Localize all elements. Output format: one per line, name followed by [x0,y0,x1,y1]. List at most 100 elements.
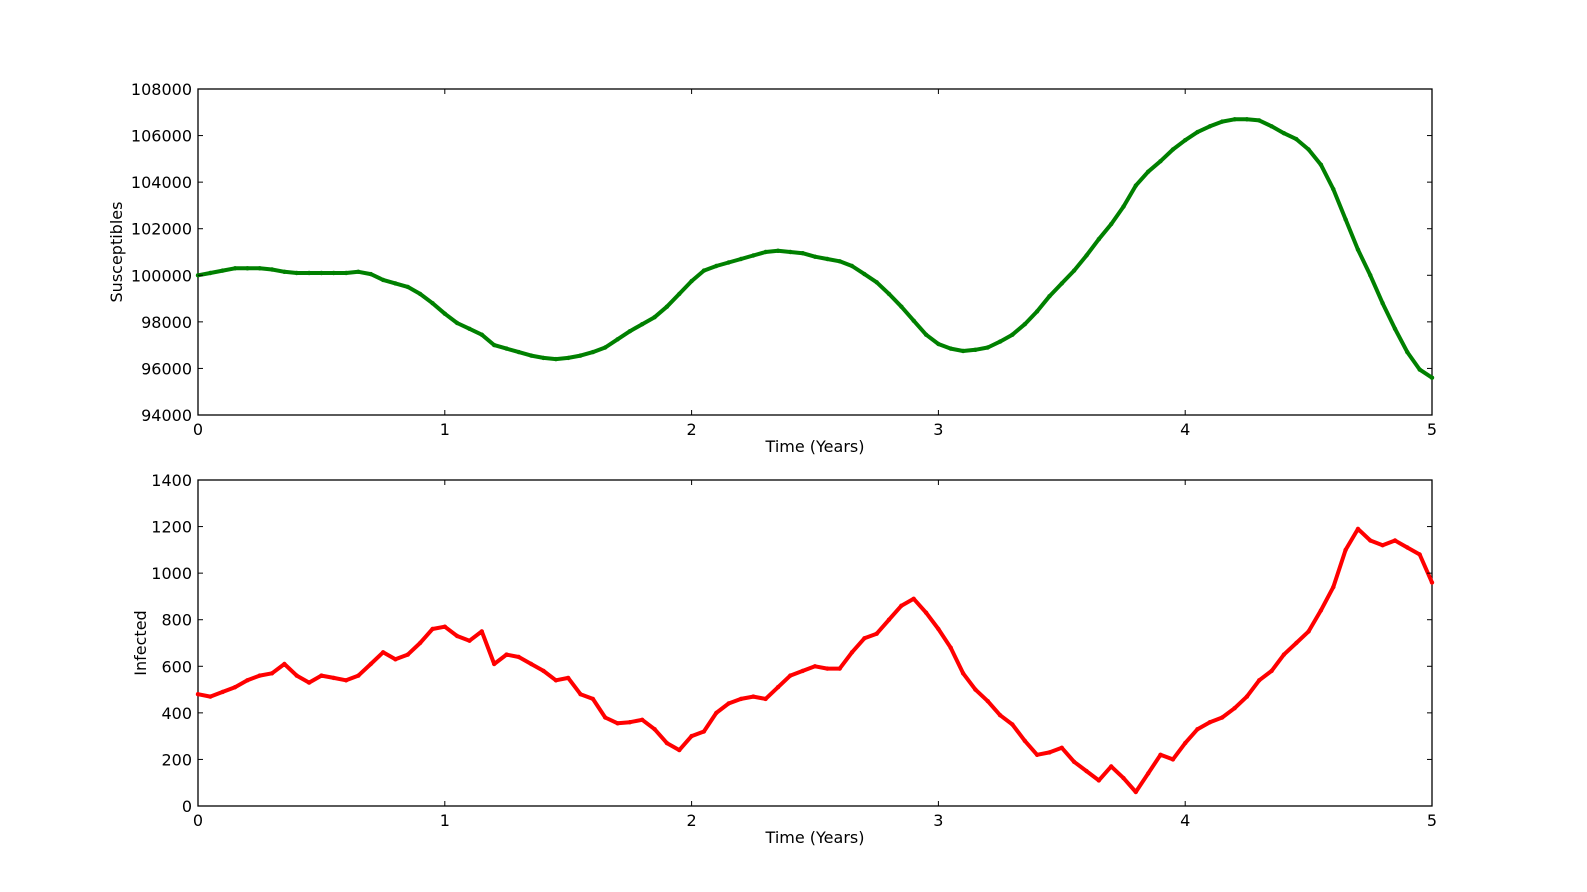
susceptibles-data-point [1232,117,1237,122]
infected-data-point [1195,727,1200,732]
infected-series-layer [195,526,1435,795]
infected-x-axis-label: Time (Years) [765,828,865,847]
susceptibles-x-axis-label: Time (Years) [765,437,865,456]
susceptibles-data-point [479,332,484,337]
susceptibles-data-point [1121,204,1126,209]
susceptibles-x-tick-label: 3 [933,420,943,439]
susceptibles-data-point [578,353,583,358]
infected-data-point [220,689,225,695]
infected-data-point [467,638,472,643]
susceptibles-data-point [590,349,596,355]
infected-data-point [874,631,879,636]
susceptibles-data-point [393,281,398,286]
infected-data-point [837,666,842,671]
susceptibles-data-point [825,256,830,262]
susceptibles-data-point [1306,147,1311,152]
susceptibles-data-point [689,278,694,284]
infected-data-point [899,603,904,608]
susceptibles-data-point [467,326,472,331]
infected-data-point [294,673,299,678]
infected-data-point [603,715,608,720]
susceptibles-data-point [886,291,892,297]
infected-data-point [1133,789,1139,795]
infected-data-point [862,636,867,641]
infected-data-point [380,650,386,655]
infected-data-point [1220,715,1225,720]
infected-data-point [1281,652,1287,657]
infected-data-point [479,629,484,634]
susceptibles-y-tick-label: 106000 [131,127,192,146]
susceptibles-data-point [1429,375,1435,380]
susceptibles-data-point [627,329,633,334]
infected-data-point [788,673,793,678]
susceptibles-data-point [331,270,336,276]
infected-y-tick-label: 1000 [151,564,192,583]
susceptibles-data-point [1022,322,1027,327]
infected-data-point [1429,580,1435,585]
susceptibles-data-point [849,263,855,269]
infected-data-point [208,694,213,699]
infected-data-point [936,626,941,632]
susceptibles-data-point [368,271,373,277]
susceptibles-data-point [788,249,793,255]
infected-data-point [689,733,694,739]
susceptibles-data-point [973,347,978,352]
susceptibles-data-point [245,266,250,271]
infected-data-point [1034,752,1040,757]
infected-panel: 0 1 2 3 4 5 0 200 400 600 800 1000 1200 1400 Time (Y… [131,471,1437,847]
infected-data-point [319,673,324,678]
susceptibles-y-tick-label: 94000 [141,406,192,425]
infected-data-point [590,696,596,702]
susceptibles-x-ticks: 0 1 2 3 4 5 [193,89,1437,439]
infected-data-point [677,747,682,753]
infected-data-point [331,675,336,681]
susceptibles-data-point [1257,118,1262,123]
susceptibles-data-point [492,342,497,348]
infected-y-tick-label: 600 [161,657,192,676]
susceptibles-y-tick-label: 108000 [131,80,192,99]
susceptibles-data-point [294,270,299,276]
susceptibles-data-point [1183,138,1188,143]
infected-data-point [627,720,633,725]
susceptibles-data-point [1207,124,1213,129]
susceptibles-data-point [997,339,1003,344]
susceptibles-data-point [1281,131,1287,136]
susceptibles-data-point [442,311,447,316]
susceptibles-data-point [1405,349,1410,355]
infected-data-point [1405,545,1410,550]
susceptibles-data-point [1034,309,1040,314]
infected-data-point [566,675,571,681]
susceptibles-data-point [553,356,559,362]
susceptibles-data-point [1380,301,1385,306]
susceptibles-x-tick-label: 5 [1427,420,1437,439]
susceptibles-y-tick-label: 100000 [131,266,192,285]
infected-x-ticks: 0 1 2 3 4 5 [193,480,1437,830]
susceptibles-data-point [899,304,904,309]
susceptibles-data-point [1170,147,1176,152]
infected-data-point [923,610,929,615]
susceptibles-y-tick-label: 98000 [141,313,192,332]
susceptibles-data-point [1010,332,1015,337]
susceptibles-data-point [405,284,410,290]
susceptibles-data-point [923,332,929,337]
susceptibles-x-tick-label: 1 [440,420,450,439]
infected-data-point [812,664,818,669]
susceptibles-data-point [775,248,781,253]
infected-y-axis-label: Infected [131,610,150,675]
infected-data-point [1047,750,1052,755]
infected-series-line [196,526,1434,794]
susceptibles-data-point [516,349,521,355]
infected-data-point [282,661,287,667]
infected-data-point [701,729,707,734]
infected-data-point [1380,543,1385,548]
susceptibles-data-point [948,346,953,351]
susceptibles-data-point [664,304,670,309]
susceptibles-data-point [1109,221,1114,227]
susceptibles-data-point [701,268,707,273]
infected-y-ticks: 0 200 400 600 800 1000 1200 1400 [151,471,1432,816]
infected-data-point [652,727,657,732]
susceptibles-data-point [615,337,620,342]
infected-data-point [269,671,275,676]
susceptibles-data-point [751,253,756,258]
infected-data-point [726,701,731,706]
